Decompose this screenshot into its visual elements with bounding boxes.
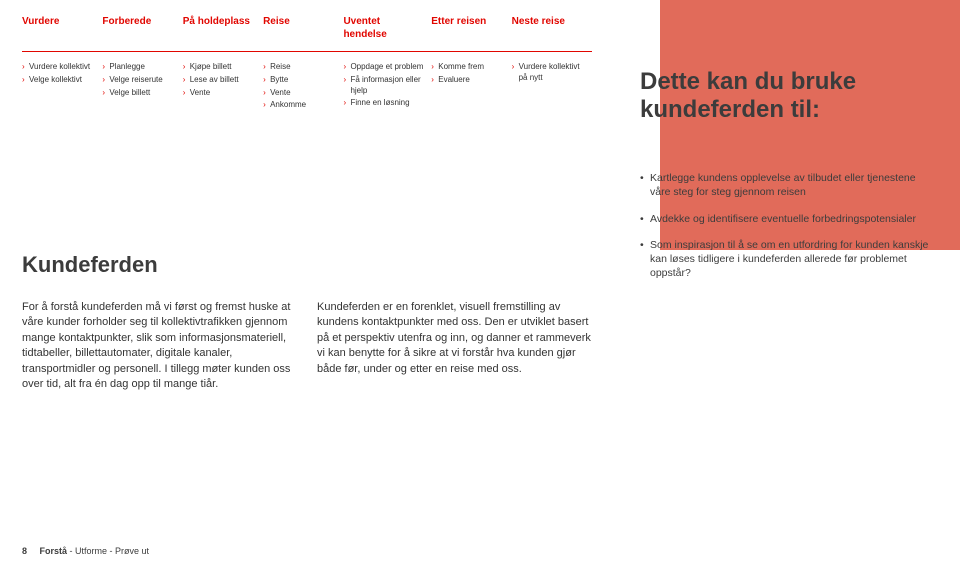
journey-item: Planlegge [102,62,176,73]
journey-item: Komme frem [431,62,505,73]
stage-items: Vurdere kollektivt Velge kollektivt [22,62,102,113]
page: Vurdere Forberede På holdeplass Reise Uv… [0,0,960,570]
body-col-left: For å forstå kundeferden må vi først og … [22,300,297,392]
journey-table: Vurdere Forberede På holdeplass Reise Uv… [22,16,592,113]
stage-items: Oppdage et problem Få informa­sjon eller… [343,62,431,113]
footer-rest: - Utforme - Prøve ut [67,546,149,556]
journey-item: Bytte [263,75,337,86]
stage-head: Etter reisen [431,16,511,41]
journey-item: Velge billett [102,88,176,99]
callout-bullet: Avdekke og identifisere eventuelle forbe… [640,212,930,226]
body-columns: For å forstå kundeferden må vi først og … [22,300,592,392]
stage-items: Kjøpe billett Lese av billett Vente [183,62,263,113]
callout: Dette kan du bruke kundeferden til: Kart… [640,68,930,292]
journey-item: Reise [263,62,337,73]
journey-items-row: Vurdere kollektivt Velge kollektivt Plan… [22,62,592,113]
stage-head: Vurdere [22,16,102,41]
journey-item: Lese av billett [183,75,257,86]
journey-item: Finne en løsning [343,98,425,109]
body-col-right: Kundeferden er en forenklet, visuell fre… [317,300,592,392]
journey-item: Vurdere kollektivt [22,62,96,73]
journey-item: Vurdere kollektivt på nytt [512,62,586,84]
page-number: 8 [22,546,27,556]
stage-items: Vurdere kollektivt på nytt [512,62,592,113]
journey-item: Kjøpe billett [183,62,257,73]
journey-item: Vente [183,88,257,99]
page-footer: 8 Forstå - Utforme - Prøve ut [22,546,149,556]
stage-head: Reise [263,16,343,41]
stage-head: Uventet hendelse [343,16,431,41]
journey-item: Få informa­sjon eller hjelp [343,75,425,97]
callout-title: Dette kan du bruke kundeferden til: [640,68,930,123]
footer-strong: Forstå [40,546,68,556]
callout-bullet: Kartlegge kundens opplevelse av tilbudet… [640,171,930,199]
stage-head: Neste reise [512,16,592,41]
journey-item: Evaluere [431,75,505,86]
journey-item: Velge kollektivt [22,75,96,86]
journey-item: Vente [263,88,337,99]
section-title: Kundeferden [22,252,592,278]
journey-item: Velge reise­rute [102,75,176,86]
body-section: Kundeferden For å forstå kundeferden må … [22,252,592,392]
journey-item: Oppdage et problem [343,62,425,73]
journey-header-row: Vurdere Forberede På holdeplass Reise Uv… [22,16,592,52]
stage-items: Reise Bytte Vente Ankomme [263,62,343,113]
stage-items: Planlegge Velge reise­rute Velge billett [102,62,182,113]
stage-items: Komme frem Evaluere [431,62,511,113]
stage-head: På holdeplass [183,16,263,41]
callout-bullet: Som inspirasjon til å se om en utfordrin… [640,238,930,281]
journey-item: Ankomme [263,100,337,111]
stage-head: Forberede [102,16,182,41]
callout-list: Kartlegge kundens opplevelse av tilbudet… [640,171,930,280]
